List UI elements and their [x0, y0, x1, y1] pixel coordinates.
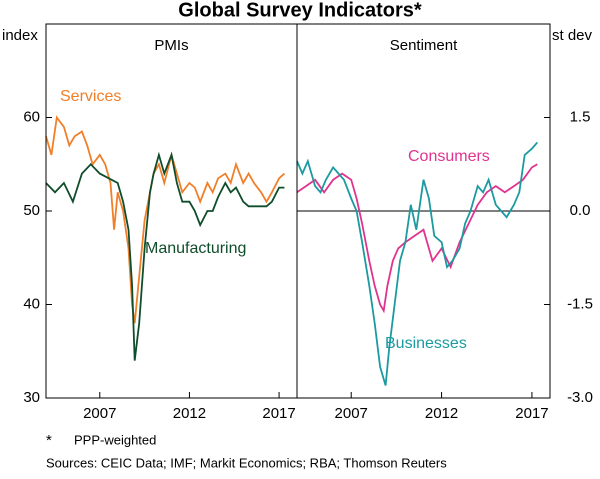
panel-title: PMIs	[154, 37, 188, 54]
plot-frame	[45, 23, 551, 399]
x-tick-label: 2012	[173, 405, 206, 422]
y-tick-label: 40	[23, 295, 40, 312]
series-line	[296, 141, 538, 386]
panel-title: Sentiment	[390, 37, 458, 54]
series-label: Businesses	[385, 335, 467, 352]
series-label: Consumers	[408, 148, 490, 165]
sources: Sources: CEIC Data; IMF; Markit Economic…	[46, 455, 447, 470]
footnote-marker: *	[46, 432, 52, 449]
y-tick-label: 1.5	[570, 108, 591, 125]
y-tick-label: 50	[23, 202, 40, 219]
x-tick-label: 2012	[425, 405, 458, 422]
y-axis-label: index	[2, 27, 38, 44]
x-tick-label: 2017	[262, 405, 295, 422]
x-tick-label: 2007	[83, 405, 116, 422]
footnote: PPP-weighted	[74, 432, 156, 447]
series-line	[296, 163, 538, 314]
x-tick-label: 2017	[515, 405, 548, 422]
y-axis-label: st dev	[552, 27, 593, 44]
x-tick-label: 2007	[335, 405, 368, 422]
chart-title: Global Survey Indicators*	[178, 0, 422, 21]
series-label: Services	[60, 88, 121, 105]
y-tick-label: 60	[23, 108, 40, 125]
y-tick-label: 30	[23, 389, 40, 406]
y-tick-label: -3.0	[567, 389, 593, 406]
series-line	[45, 115, 285, 324]
series-line	[45, 151, 285, 361]
y-tick-label: 0.0	[570, 202, 591, 219]
series-label: Manufacturing	[145, 240, 246, 257]
y-tick-label: -1.5	[567, 295, 593, 312]
